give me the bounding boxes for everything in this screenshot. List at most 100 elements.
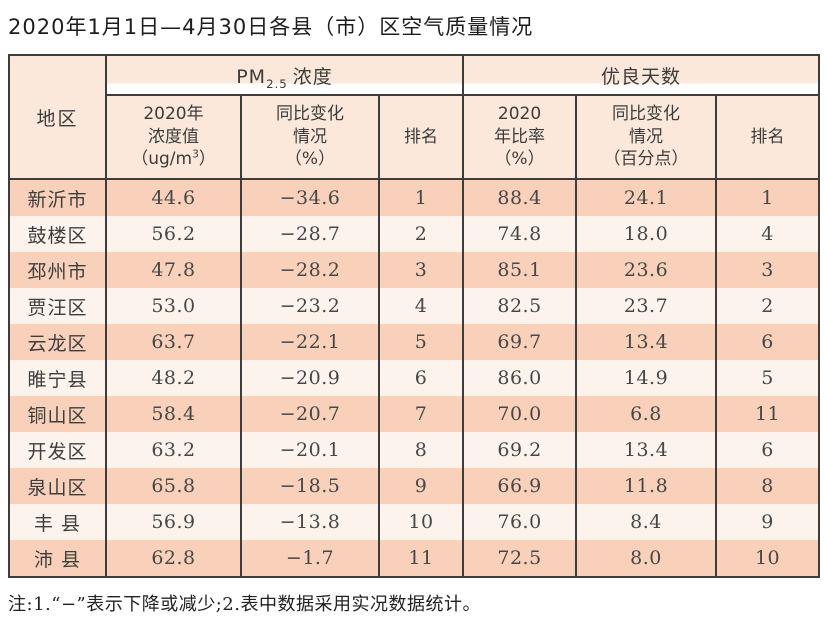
cell-pm-value: 62.8 <box>105 540 242 577</box>
table-row: 云龙区 63.7 −22.1 5 69.7 13.4 6 <box>8 324 821 360</box>
table-row: 睢宁县 48.2 −20.9 6 86.0 14.9 5 <box>8 360 821 396</box>
cell-region: 开发区 <box>8 432 107 468</box>
col-group-good-days: 优良天数 <box>462 55 821 96</box>
col-header-good-ratio: 2020 年比率 （%） <box>462 95 578 180</box>
good-change-line2: 情况 <box>629 126 664 147</box>
cell-pm-value: 58.4 <box>105 396 242 432</box>
cell-pm-value: 48.2 <box>105 360 242 396</box>
cell-good-rank: 10 <box>715 540 821 577</box>
cell-pm-change: −22.1 <box>240 324 380 360</box>
pm25-label-suffix: 浓度 <box>292 65 333 88</box>
table-row: 丰 县 56.9 −13.8 10 76.0 8.4 9 <box>8 504 821 540</box>
pm-change-line3: （%） <box>284 149 336 170</box>
table-row: 贾汪区 53.0 −23.2 4 82.5 23.7 2 <box>8 288 821 324</box>
pm-value-line3: （ug/m3） <box>108 148 239 170</box>
cell-region: 铜山区 <box>8 396 107 432</box>
table-row: 开发区 63.2 −20.1 8 69.2 13.4 6 <box>8 432 821 468</box>
table-row: 泉山区 65.8 −18.5 9 66.9 11.8 8 <box>8 468 821 504</box>
cell-region: 鼓楼区 <box>8 216 107 252</box>
pm-change-line2: 情况 <box>293 126 327 147</box>
cell-good-ratio: 85.1 <box>462 252 578 288</box>
cell-pm-rank: 4 <box>377 288 465 324</box>
cell-good-change: 11.8 <box>575 468 718 504</box>
cell-good-ratio: 69.2 <box>462 432 578 468</box>
pm-value-unit-prefix: （ug/m <box>131 149 193 170</box>
cell-good-change: 18.0 <box>575 216 718 252</box>
col-group-pm25: PM2.5 浓度 <box>104 55 465 96</box>
cell-pm-rank: 5 <box>377 324 465 360</box>
cell-pm-value: 53.0 <box>105 288 242 324</box>
pm-value-unit-suffix: ） <box>198 149 216 170</box>
cell-good-change: 23.6 <box>575 252 718 288</box>
cell-pm-value: 63.7 <box>105 324 242 360</box>
good-ratio-line2: 年比率 <box>494 126 546 147</box>
good-change-line1: 同比变化 <box>612 104 681 125</box>
air-quality-table: 地区 PM2.5 浓度 优良天数 2020年 浓度值 （ug/m3） 同比变化 情… <box>8 54 821 578</box>
good-ratio-line1: 2020 <box>497 104 542 125</box>
pm25-label-subscript: 2.5 <box>266 76 288 91</box>
col-header-region: 地区 <box>8 55 107 180</box>
footnote: 注:1.“−”表示下降或减少;2.表中数据采用实况数据统计。 <box>8 594 481 615</box>
cell-good-rank: 11 <box>715 396 821 432</box>
cell-pm-change: −18.5 <box>240 468 380 504</box>
cell-good-change: 8.4 <box>575 504 718 540</box>
col-header-pm-value: 2020年 浓度值 （ug/m3） <box>105 95 242 180</box>
page-title: 2020年1月1日—4月30日各县（市）区空气质量情况 <box>8 15 534 39</box>
cell-pm-change: −34.6 <box>240 179 380 216</box>
cell-good-ratio: 66.9 <box>462 468 578 504</box>
cell-pm-value: 56.2 <box>105 216 242 252</box>
cell-good-ratio: 74.8 <box>462 216 578 252</box>
pm-change-line1: 同比变化 <box>276 104 344 125</box>
cell-region: 新沂市 <box>8 179 107 216</box>
col-header-good-change: 同比变化 情况 （百分点） <box>575 95 718 180</box>
cell-pm-change: −28.7 <box>240 216 380 252</box>
cell-pm-value: 47.8 <box>105 252 242 288</box>
pm25-label-prefix: PM <box>236 65 267 88</box>
cell-region: 丰 县 <box>8 504 107 540</box>
cell-good-rank: 1 <box>715 179 821 216</box>
cell-pm-rank: 6 <box>377 360 465 396</box>
cell-region: 邳州市 <box>8 252 107 288</box>
table-row: 沛 县 62.8 −1.7 11 72.5 8.0 10 <box>8 540 821 577</box>
cell-good-ratio: 70.0 <box>462 396 578 432</box>
cell-pm-value: 44.6 <box>105 179 242 216</box>
cell-region: 泉山区 <box>8 468 107 504</box>
cell-pm-rank: 1 <box>377 179 465 216</box>
pm-value-line1: 2020年 <box>143 104 204 125</box>
cell-pm-rank: 11 <box>377 540 465 577</box>
pm-value-unit-sup: 3 <box>192 148 199 161</box>
cell-pm-change: −1.7 <box>240 540 380 577</box>
cell-good-ratio: 76.0 <box>462 504 578 540</box>
cell-good-rank: 9 <box>715 504 821 540</box>
cell-good-change: 13.4 <box>575 324 718 360</box>
cell-pm-change: −20.9 <box>240 360 380 396</box>
cell-good-rank: 6 <box>715 432 821 468</box>
cell-pm-change: −20.7 <box>240 396 380 432</box>
cell-pm-change: −13.8 <box>240 504 380 540</box>
cell-pm-change: −28.2 <box>240 252 380 288</box>
cell-good-change: 8.0 <box>575 540 718 577</box>
table-row: 新沂市 44.6 −34.6 1 88.4 24.1 1 <box>8 179 821 216</box>
good-ratio-line3: （%） <box>494 149 545 170</box>
cell-good-rank: 6 <box>715 324 821 360</box>
cell-pm-change: −20.1 <box>240 432 380 468</box>
cell-good-ratio: 86.0 <box>462 360 578 396</box>
cell-pm-rank: 2 <box>377 216 465 252</box>
cell-good-ratio: 82.5 <box>462 288 578 324</box>
cell-pm-value: 65.8 <box>105 468 242 504</box>
cell-good-change: 6.8 <box>575 396 718 432</box>
cell-pm-rank: 3 <box>377 252 465 288</box>
table-row: 鼓楼区 56.2 −28.7 2 74.8 18.0 4 <box>8 216 821 252</box>
cell-good-change: 23.7 <box>575 288 718 324</box>
cell-good-rank: 3 <box>715 252 821 288</box>
col-header-pm-change: 同比变化 情况 （%） <box>240 95 380 180</box>
col-header-good-rank: 排名 <box>715 95 821 180</box>
cell-pm-rank: 7 <box>377 396 465 432</box>
cell-region: 贾汪区 <box>8 288 107 324</box>
table-row: 铜山区 58.4 −20.7 7 70.0 6.8 11 <box>8 396 821 432</box>
table-body: 新沂市 44.6 −34.6 1 88.4 24.1 1 鼓楼区 56.2 −28.7 2 74.8 1… <box>8 179 821 577</box>
cell-good-rank: 5 <box>715 360 821 396</box>
cell-good-ratio: 69.7 <box>462 324 578 360</box>
cell-good-ratio: 88.4 <box>462 179 578 216</box>
pm-value-line2: 浓度值 <box>148 126 199 147</box>
